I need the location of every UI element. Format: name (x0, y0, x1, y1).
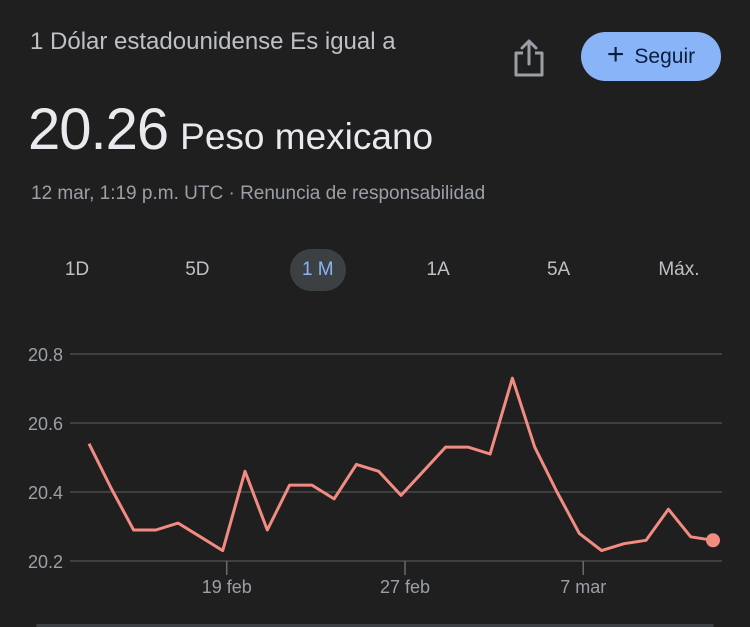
divider (36, 624, 714, 627)
y-tick-label: 20.4 (28, 483, 63, 503)
y-tick-label: 20.8 (28, 345, 63, 365)
separator: · (228, 183, 235, 204)
tab-1m[interactable]: 1 M (259, 249, 377, 291)
x-tick-label: 19 feb (202, 577, 252, 597)
tab-5d[interactable]: 5D (138, 249, 256, 291)
last-point-marker (706, 533, 720, 548)
follow-button[interactable]: + Seguir (581, 32, 721, 81)
tab-label: 1D (64, 259, 90, 280)
x-tick-label: 7 mar (560, 577, 606, 597)
area-fill (89, 378, 713, 567)
share-icon (514, 39, 544, 77)
range-tabs: 1D 5D 1 M 1A 5A Máx. (18, 249, 738, 291)
plus-icon: + (606, 38, 625, 71)
tab-label: 5A (546, 259, 571, 280)
target-currency: Peso mexicano (180, 116, 434, 157)
tab-max[interactable]: Máx. (620, 249, 738, 291)
tab-label: 1 M (289, 249, 346, 291)
y-tick-label: 20.6 (28, 414, 63, 434)
y-tick-label: 20.2 (28, 552, 63, 572)
share-button[interactable] (512, 38, 546, 78)
conversion-title: 1 Dólar estadounidense Es igual a (30, 28, 396, 55)
tab-1a[interactable]: 1A (379, 249, 497, 291)
conversion-result: 20.26 Peso mexicano (28, 96, 433, 163)
exchange-rate-chart[interactable]: #f28b82" stop-opacity="0.28"/>20.220.420… (0, 330, 750, 620)
x-tick-label: 27 feb (380, 577, 430, 597)
price-line (87, 376, 714, 553)
tab-label: 5D (185, 259, 210, 280)
timestamp: 12 mar, 1:19 p.m. UTC (31, 183, 224, 204)
timestamp-line: 12 mar, 1:19 p.m. UTC · Renuncia de resp… (31, 183, 485, 205)
tab-1d[interactable]: 1D (18, 249, 136, 291)
follow-label: Seguir (634, 44, 696, 68)
disclaimer-link[interactable]: Renuncia de responsabilidad (240, 183, 486, 204)
rate-value: 20.26 (28, 97, 169, 162)
tab-5a[interactable]: 5A (500, 249, 618, 291)
tab-label: Máx. (658, 259, 700, 280)
tab-label: 1A (426, 259, 450, 280)
